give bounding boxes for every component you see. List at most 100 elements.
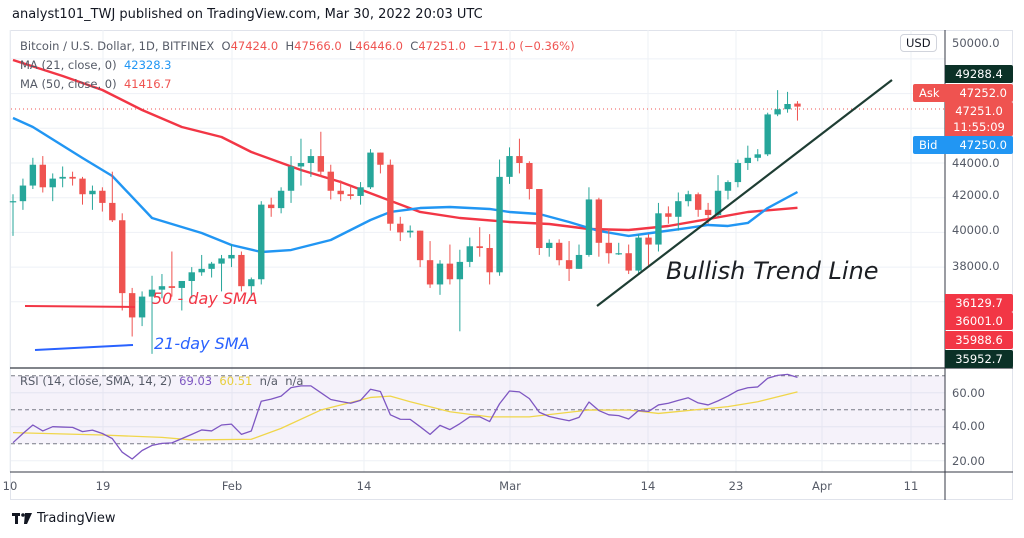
low-price-label: 35952.7 [945,350,1013,368]
candle-body [446,263,454,280]
candle-body [99,190,106,203]
rsi-legend[interactable]: RSI (14, close, SMA, 14, 2) 69.03 60.51 … [20,374,303,388]
candle-body [426,260,434,285]
sma50-annotation[interactable]: 50 - day SMA [152,289,258,308]
high-label: H [285,39,295,53]
drawing-price-label: 36001.0 [945,312,1013,330]
candle-body [39,164,46,188]
rsi-sma-value: 60.51 [219,374,253,388]
time-tick: 14 [640,479,656,493]
candle-body [89,190,96,195]
candle-body [764,114,771,155]
candle-body [615,253,622,255]
high-value: 47566.0 [294,39,342,53]
ma50-label: MA (50, close, 0) [20,77,117,91]
rsi-na-value: n/a [285,374,304,388]
sma21-marker-line[interactable] [34,344,134,351]
currency-button[interactable]: USD [900,34,937,52]
candle-body [675,201,682,217]
time-tick: 19 [95,479,111,493]
candle-body [744,157,752,163]
time-tick: Apr [812,479,832,493]
candle-body [555,242,563,261]
candle-body [605,242,612,254]
grid [9,30,945,472]
publish-line: analyst101_TWJ published on TradingView.… [12,7,483,22]
price-tick: 40000.0 [952,223,1000,237]
time-tick: Mar [499,479,521,493]
sma21-annotation[interactable]: 21-day SMA [154,334,250,353]
candle-body [337,190,344,195]
candle-body [575,254,583,269]
open-value: 47424.0 [230,39,279,53]
ma21-label: MA (21, close, 0) [20,58,117,72]
candle-body [416,230,424,261]
candle-body [407,230,414,233]
candle-body [69,176,76,179]
candle-body [655,213,662,245]
ma50-value: 41416.7 [123,77,172,91]
candle-body [565,260,573,269]
rsi-line [12,373,798,460]
candle-body [148,289,156,297]
bullish-trend-line[interactable] [596,79,893,307]
candle-body [119,220,126,294]
tradingview-logo-icon [12,512,32,524]
candle-body [456,261,464,280]
last-price-label: 47251.0 11:55:09 [945,102,1013,136]
candle-body [29,164,37,186]
candle-body [635,237,642,271]
candle-body [79,178,86,195]
candle-body [526,163,533,190]
candle-body [138,296,146,318]
candle-body [188,272,195,281]
ask-price: 47252.0 [959,86,1007,100]
candles [9,90,801,354]
candle-body [784,104,791,110]
change-percent: (−0.36%) [519,39,575,53]
candle-body [218,258,225,264]
symbol-legend: Bitcoin / U.S. Dollar, 1D, BITFINEX O474… [20,39,575,53]
tradingview-logo[interactable]: TradingView [12,511,116,526]
candle-body [486,248,493,273]
rsi-tick: 60.00 [952,386,985,400]
candle-body [595,199,603,243]
candle-body [625,253,632,271]
low-value: 46446.0 [355,39,403,53]
candle-body [178,280,186,288]
price-tick: 44000.0 [952,156,1000,170]
sma50-marker-line[interactable] [24,305,136,308]
candle-body [357,187,364,196]
trend-line-annotation[interactable]: Bullish Trend Line [666,257,879,285]
candle-body [168,286,176,288]
rsi-series [12,373,798,460]
candle-body [287,166,295,191]
candle-body [754,154,761,158]
last-price: 47251.0 [955,104,1003,118]
rsi-sma-series [12,391,798,441]
brand-name: TradingView [37,511,116,526]
ma50-line [12,58,798,232]
candle-body [774,109,781,115]
candle-body [714,190,722,216]
ma50-series [12,58,798,232]
candle-body [307,156,315,163]
bid-price: 47250.0 [959,138,1007,152]
candle-body [685,194,692,202]
time-tick: 14 [356,479,372,493]
ma50-legend[interactable]: MA (50, close, 0) 41416.7 [20,77,172,91]
price-tick: 42000.0 [952,188,1000,202]
drawing-price-label: 36129.7 [945,294,1013,312]
symbol-name: Bitcoin / U.S. Dollar, 1D, BITFINEX [20,39,215,53]
candle-body [506,156,513,177]
ask-label: Ask 47252.0 [913,84,1013,102]
change-value: −171.0 [473,39,516,53]
time-tick: Feb [221,479,243,493]
candle-body [546,242,553,249]
candle-body [248,279,255,287]
ma21-legend[interactable]: MA (21, close, 0) 42328.3 [20,58,172,72]
candle-body [297,163,305,167]
candle-body [277,190,285,209]
candle-body [198,268,205,273]
